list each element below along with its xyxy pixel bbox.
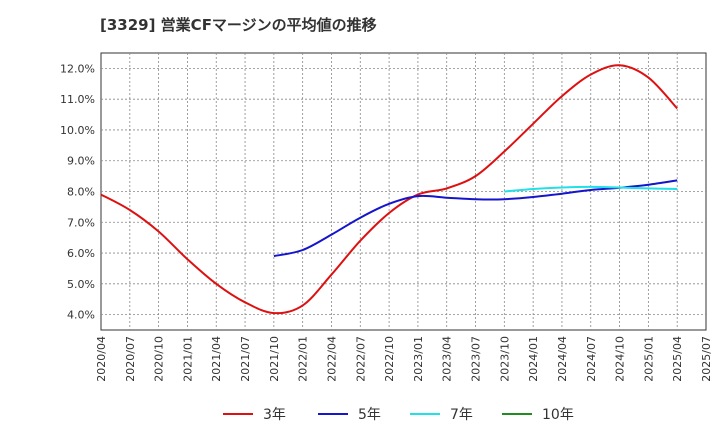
- y-tick-label: 6.0%: [67, 247, 95, 260]
- x-tick-label: 2020/04: [95, 336, 108, 382]
- x-tick-label: 2021/04: [210, 336, 223, 382]
- x-tick-label: 2025/01: [642, 336, 655, 382]
- x-tick-label: 2023/10: [498, 336, 511, 382]
- x-tick-label: 2022/01: [297, 336, 310, 382]
- x-tick-label: 2021/01: [181, 336, 194, 382]
- plot-area: [100, 52, 707, 331]
- x-tick-label: 2025/07: [700, 336, 713, 382]
- x-tick-label: 2025/04: [671, 336, 684, 382]
- x-tick-label: 2021/07: [239, 336, 252, 382]
- series-line-1: [100, 64, 678, 315]
- legend-label: 7年: [450, 407, 473, 423]
- y-tick-label: 11.0%: [60, 93, 95, 106]
- x-tick-label: 2021/10: [268, 336, 281, 382]
- x-tick-label: 2024/07: [585, 336, 598, 382]
- x-tick-label: 2022/04: [325, 336, 338, 382]
- x-tick-label: 2022/10: [383, 336, 396, 382]
- y-tick-label: 9.0%: [67, 155, 95, 168]
- y-tick-label: 5.0%: [67, 278, 95, 291]
- x-tick-label: 2024/10: [614, 336, 627, 382]
- x-tick-label: 2023/04: [441, 336, 454, 382]
- x-tick-label: 2020/07: [124, 336, 137, 382]
- x-tick-label: 2024/04: [556, 336, 569, 382]
- chart-title: [3329] 営業CFマージンの平均値の推移: [100, 16, 377, 34]
- series-line-3: [504, 185, 678, 193]
- legend-label: 3年: [263, 407, 286, 423]
- x-tick-label: 2020/10: [153, 336, 166, 382]
- y-tick-label: 8.0%: [67, 186, 95, 199]
- legend-label: 10年: [542, 407, 574, 423]
- y-tick-label: 10.0%: [60, 124, 95, 137]
- legend-label: 5年: [358, 407, 381, 423]
- y-tick-label: 4.0%: [67, 309, 95, 322]
- y-tick-label: 12.0%: [60, 62, 95, 75]
- series-line-2: [273, 179, 678, 258]
- y-tick-label: 7.0%: [67, 216, 95, 229]
- x-tick-label: 2024/01: [527, 336, 540, 382]
- x-tick-label: 2023/07: [470, 336, 483, 382]
- x-tick-label: 2022/07: [354, 336, 367, 382]
- x-tick-label: 2023/01: [412, 336, 425, 382]
